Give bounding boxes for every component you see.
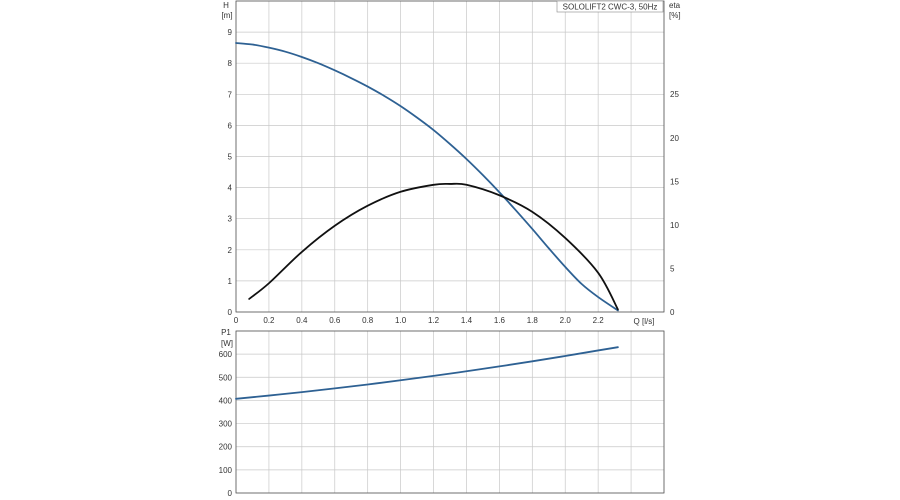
x-tick-label: 1.0 (395, 316, 407, 325)
chart-title: SOLOLIFT2 CWC-3, 50Hz (563, 3, 658, 12)
y-axis-label: H (223, 1, 229, 10)
tick-layer: 0 1 2 3 4 5 6 7 8 9 0 5 10 15 20 25 0 0.2 0.4 0.6 0.8 1.0 1.2 1… (219, 28, 680, 498)
x-tick-label: 0.8 (362, 316, 374, 325)
plot-frame (235, 0, 665, 313)
x-tick-label: 0 (234, 316, 239, 325)
y-axis-unit: [m] (221, 11, 232, 20)
y-tick-label: 2 (228, 246, 233, 255)
grid-layer (235, 0, 665, 494)
y-tick-label: 400 (219, 396, 233, 405)
x-tick-label: 0.6 (329, 316, 341, 325)
y-tick-label: 9 (228, 28, 233, 37)
y-tick-label: 100 (219, 466, 233, 475)
y-tick-label: 4 (228, 184, 233, 193)
y-tick-label: 500 (219, 373, 233, 382)
y2-axis-unit: [%] (669, 11, 681, 20)
power-curve (235, 346, 619, 400)
frame-layer (235, 0, 665, 494)
x-tick-label: 2.2 (593, 316, 605, 325)
y-tick-label: 8 (228, 59, 233, 68)
y2-tick-label: 25 (670, 90, 679, 99)
y-tick-label: 200 (219, 443, 233, 452)
y-tick-label: 300 (219, 420, 233, 429)
y-tick-label: 3 (228, 215, 233, 224)
head-curve (235, 42, 619, 312)
y-tick-label: 600 (219, 350, 233, 359)
title-box (556, 0, 664, 13)
y2-tick-label: 20 (670, 134, 679, 143)
x-tick-label: 1.8 (527, 316, 539, 325)
p1-axis-label: P1 (221, 328, 231, 337)
y-tick-label: 0 (228, 308, 233, 317)
y2-tick-label: 0 (670, 308, 675, 317)
x-axis-label: Q [l/s] (634, 317, 655, 326)
y-tick-label: 5 (228, 153, 233, 162)
x-tick-label: 2.0 (560, 316, 572, 325)
plot-frame (235, 330, 665, 494)
y-tick-label: 1 (228, 277, 233, 286)
p1-axis-unit: [W] (221, 339, 233, 348)
y-tick-label: 7 (228, 90, 233, 99)
efficiency-curve (248, 182, 619, 311)
y2-tick-label: 10 (670, 221, 679, 230)
series-layer (235, 42, 619, 400)
y2-tick-label: 15 (670, 177, 679, 186)
x-tick-label: 0.2 (263, 316, 275, 325)
y-tick-label: 0 (228, 489, 233, 498)
x-tick-label: 1.6 (494, 316, 506, 325)
x-tick-label: 0.4 (296, 316, 308, 325)
y2-axis-label: eta (669, 1, 681, 10)
x-tick-label: 1.4 (461, 316, 473, 325)
x-tick-label: 1.2 (428, 316, 440, 325)
y-tick-label: 6 (228, 121, 233, 130)
y2-tick-label: 5 (670, 264, 675, 273)
